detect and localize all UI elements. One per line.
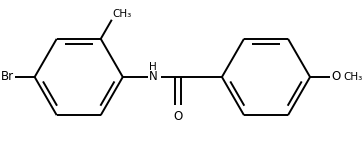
Text: O: O [173, 110, 182, 123]
Text: CH₃: CH₃ [112, 9, 131, 19]
Text: N: N [149, 70, 158, 83]
Text: Br: Br [0, 70, 13, 83]
Text: O: O [331, 70, 340, 83]
Text: H: H [149, 62, 157, 72]
Text: CH₃: CH₃ [343, 72, 362, 82]
